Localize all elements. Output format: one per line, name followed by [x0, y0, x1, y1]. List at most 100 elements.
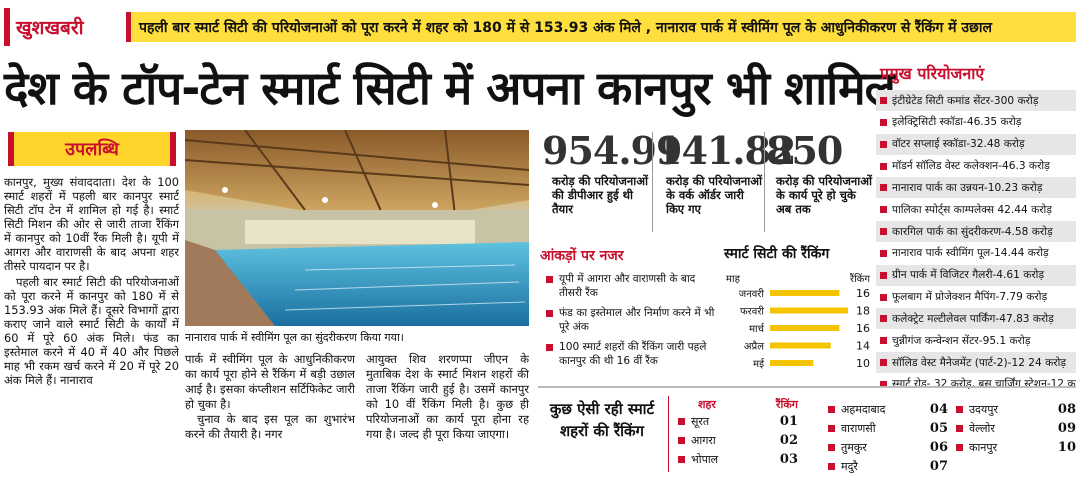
glance-item: यूपी में आगरा और वाराणसी के बाद तीसरी रै…: [546, 272, 718, 300]
project-item: इंटीग्रेटेड सिटी कमांड सेंटर-300 करोड़: [876, 90, 1076, 111]
bullet-icon: [678, 437, 685, 444]
stat-divider: [764, 132, 765, 232]
city-name: तुमकुर: [841, 441, 867, 454]
bullet-icon: [956, 444, 963, 451]
city-name: भोपाल: [691, 453, 719, 466]
project-item: चुन्नीगंज कन्वेन्शन सेंटर-95.1 करोड़: [876, 330, 1076, 351]
stat-text: करोड़ की परियोजनाओं के कार्य पूरे हो चुक…: [776, 174, 872, 216]
project-text: चुन्नीगंज कन्वेन्शन सेंटर-95.1 करोड़: [892, 334, 1031, 347]
ranking-chart: माह रैंकिंग जनवरी 16 फरवरी 18 मार्च 16 अप्रैल 14 म…: [724, 270, 872, 380]
bullet-icon: [880, 359, 887, 367]
bullet-icon: [880, 206, 887, 214]
article-column-1: कानपुर, मुख्य संवाददाता। देश के 100 स्मा…: [4, 175, 179, 475]
stat-text: करोड़ की परियोजनाओं की डीपीआर हुई थी तैय…: [552, 174, 648, 216]
glance-text: फंड का इस्तेमाल और निर्माण करने में भी प…: [559, 307, 715, 333]
bullet-icon: [956, 425, 963, 432]
bullet-icon: [828, 406, 835, 413]
city-ranking-divider: [668, 396, 669, 472]
city-row: वाराणसी 05: [828, 419, 948, 438]
glance-item: फंड का इस्तेमाल और निर्माण करने में भी प…: [546, 306, 718, 334]
pool-photo-illustration: [185, 130, 529, 326]
glance-text: यूपी में आगरा और वाराणसी के बाद तीसरी रै…: [559, 273, 696, 299]
stat-text: करोड़ की परियोजनाओं के वर्क ऑर्डर जारी क…: [666, 174, 762, 216]
glance-title: आंकड़ों पर नजर: [540, 248, 624, 264]
strap-line: पहली बार स्मार्ट सिटी की परियोजनाओं को प…: [126, 12, 1076, 42]
bullet-icon: [546, 344, 553, 351]
bullet-icon: [880, 315, 887, 323]
projects-title: प्रमुख परियोजनाएं: [880, 64, 985, 83]
kicker-tag: खुशखबरी: [4, 8, 120, 46]
chart-ylabel: रैंकिंग: [849, 273, 870, 285]
bullet-icon: [880, 228, 887, 236]
bullet-icon: [880, 293, 887, 301]
project-text: कलेक्ट्रेट मल्टीलेवल पार्किंग-47.83 करोड…: [892, 312, 1054, 325]
city-rank: 04: [929, 402, 948, 417]
city-rank: 06: [929, 440, 948, 455]
bullet-icon: [546, 276, 553, 283]
chart-data-label: 16: [856, 322, 870, 335]
city-header: शहर: [698, 397, 716, 411]
project-text: सॉलिड वेस्ट मैनेजमेंट (पार्ट-2)-12 24 कर…: [892, 356, 1067, 369]
bullet-icon: [880, 162, 887, 170]
article-paragraph: आयुक्त शिव शरणप्पा जीएन के मुताबिक देश क…: [366, 352, 529, 441]
chart-bar: [770, 325, 840, 331]
glance-text: 100 स्मार्ट शहरों की रैंकिंग जारी पहले क…: [559, 341, 707, 367]
city-name: सूरत: [691, 415, 710, 428]
city-row: तुमकुर 06: [828, 438, 948, 457]
project-item: मॉडर्न सॉलिड वेस्ट कलेक्शन-46.3 करोड़: [876, 156, 1076, 177]
project-item: कारगिल पार्क का सुंदरीकरण-4.58 करोड़: [876, 221, 1076, 243]
project-text: मॉडर्न सॉलिड वेस्ट कलेक्शन-46.3 करोड़: [892, 160, 1050, 173]
bullet-icon: [828, 444, 835, 451]
project-item: वॉटर सप्लाई स्कॉडा-32.48 करोड़: [876, 133, 1076, 155]
project-text: इलेक्ट्रिसिटी स्कॉडा-46.35 करोड़: [892, 116, 1022, 129]
project-text: फूलबाग में प्रोजेक्शन मैपिंग-7.79 करोड़: [892, 291, 1048, 304]
city-name: उदयपुर: [969, 403, 998, 416]
bullet-icon: [880, 140, 887, 148]
chart-tick-label: मार्च: [749, 323, 765, 335]
stat-dpr: 954.91 करोड़ की परियोजनाओं की डीपीआर हुई…: [542, 128, 682, 236]
article-paragraph: चुनाव के बाद इस पूल का शुभारंभ करने की त…: [185, 412, 355, 441]
bullet-icon: [880, 380, 887, 388]
article-paragraph: कानपुर, मुख्य संवाददाता। देश के 100 स्मा…: [4, 175, 179, 273]
project-item: फूलबाग में प्रोजेक्शन मैपिंग-7.79 करोड़: [876, 287, 1076, 308]
chart-bar: [770, 290, 840, 296]
city-rank: 05: [929, 421, 948, 436]
city-name: वेल्लोर: [969, 422, 995, 435]
city-name: वाराणसी: [841, 422, 876, 435]
chart-bar: [770, 307, 848, 314]
city-row: वेल्लोर 09: [956, 419, 1076, 438]
pool-photo: [185, 130, 529, 326]
headline: देश के टॉप-टेन स्मार्ट सिटी में अपना कान…: [4, 61, 896, 115]
bullet-icon: [880, 337, 887, 345]
city-row: मदुरै 07: [828, 457, 948, 476]
chart-data-label: 16: [856, 287, 870, 300]
city-rank: 10: [1057, 440, 1076, 455]
article-column-2: पार्क में स्वीमिंग पूल के आधुनिकीकरण का …: [185, 352, 355, 477]
city-row: आगरा 02: [678, 431, 798, 450]
city-rank: 07: [929, 459, 948, 474]
chart-tick-label: फरवरी: [740, 306, 764, 318]
project-item: नानाराव पार्क का उन्नयन-10.23 करोड़: [876, 177, 1076, 199]
city-row: अहमदाबाद 04: [828, 400, 948, 419]
chart-tick-label: मई: [753, 358, 765, 370]
glance-list: यूपी में आगरा और वाराणसी के बाद तीसरी रै…: [546, 272, 718, 382]
city-name: अहमदाबाद: [841, 403, 886, 416]
project-item: ग्रीन पार्क में विजिटर गैलरी-4.61 करोड़: [876, 264, 1076, 286]
bullet-icon: [828, 463, 835, 470]
city-rank: 09: [1057, 421, 1076, 436]
project-text: नानाराव पार्क स्वीमिंग पूल-14.44 करोड़: [892, 247, 1049, 260]
bullet-icon: [956, 406, 963, 413]
project-text: कारगिल पार्क का सुंदरीकरण-4.58 करोड़: [892, 225, 1053, 238]
rank-header: रैंकिंग: [776, 397, 798, 411]
bullet-icon: [880, 118, 887, 126]
city-ranking-box: [538, 386, 1076, 477]
chart-xlabel: माह: [726, 274, 741, 285]
bullet-icon: [546, 310, 553, 317]
projects-list: इंटीग्रेटेड सिटी कमांड सेंटर-300 करोड़ इल…: [876, 90, 1076, 390]
stat-divider: [652, 132, 653, 232]
stat-value: 941.82: [656, 128, 796, 173]
city-name: मदुरै: [841, 460, 858, 473]
article-column-3: आयुक्त शिव शरणप्पा जीएन के मुताबिक देश क…: [366, 352, 529, 477]
project-item: कलेक्ट्रेट मल्टीलेवल पार्किंग-47.83 करोड…: [876, 308, 1076, 330]
chart-tick-label: अप्रैल: [744, 341, 764, 353]
